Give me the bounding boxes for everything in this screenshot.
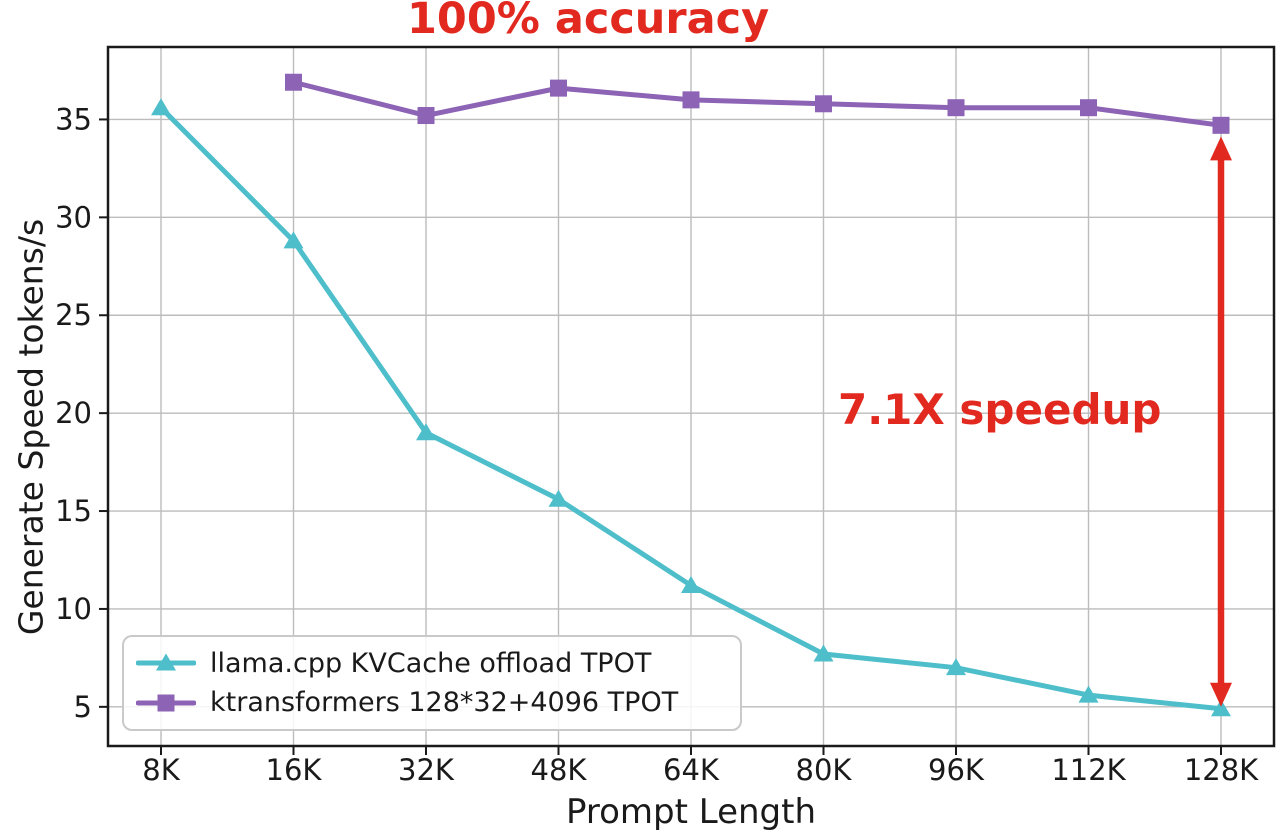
y-tick-label-20: 20	[55, 396, 92, 430]
x-axis-label: Prompt Length	[565, 792, 817, 832]
legend-label: ktransformers 128*32+4096 TPOT	[210, 687, 679, 719]
data-point-1-48K	[550, 79, 567, 97]
x-tick-label-48K: 48K	[531, 753, 588, 787]
y-tick-label-25: 25	[55, 298, 92, 332]
x-tick-label-80K: 80K	[796, 753, 853, 787]
legend-swatch-triangle-icon	[136, 653, 196, 671]
y-tick-label-35: 35	[55, 102, 92, 136]
y-axis-label: Generate Speed tokens/s	[11, 218, 51, 636]
axes-frame	[106, 45, 1276, 748]
x-tick-label-112K: 112K	[1051, 753, 1126, 787]
x-tick-label-96K: 96K	[928, 753, 985, 787]
data-point-1-128K	[1212, 116, 1230, 134]
legend-swatch-square-icon	[136, 694, 196, 712]
data-point-1-32K	[417, 107, 435, 125]
x-tick-label-128K: 128K	[1184, 753, 1259, 787]
y-tick-label-5: 5	[74, 690, 92, 724]
series-line-1	[291, 79, 1224, 128]
data-point-0-112K	[1078, 685, 1099, 703]
data-point-0-8K	[151, 98, 171, 116]
speedup-arrow-head-down-icon	[1210, 682, 1232, 707]
x-tick-label-64K: 64K	[663, 753, 720, 787]
data-point-0-48K	[548, 489, 569, 507]
x-tick-label-8K: 8K	[142, 753, 180, 787]
data-point-1-64K	[682, 91, 700, 109]
x-tick-label-16K: 16K	[266, 753, 323, 787]
data-point-0-32K	[416, 423, 436, 441]
legend-marker-1	[157, 694, 175, 712]
data-point-1-80K	[815, 95, 832, 113]
speedup-arrow-head-up-icon	[1210, 136, 1232, 161]
x-tick-label-32K: 32K	[398, 753, 455, 787]
legend-marker-0	[156, 653, 176, 671]
legend-label: llama.cpp KVCache offload TPOT	[210, 647, 652, 679]
data-point-0-96K	[946, 658, 966, 676]
data-point-0-80K	[813, 644, 834, 662]
speedup-annotation: 7.1X speedup	[838, 385, 1162, 434]
legend: llama.cpp KVCache offload TPOT ktransfor…	[122, 635, 742, 731]
data-point-0-64K	[681, 575, 701, 593]
y-tick-label-10: 10	[55, 592, 92, 626]
data-point-0-128K	[1211, 699, 1231, 717]
y-tick-label-15: 15	[55, 494, 92, 528]
chart-title: 100% accuracy	[407, 0, 770, 44]
y-tick-label-30: 30	[55, 200, 92, 234]
legend-item-ktransformers: ktransformers 128*32+4096 TPOT	[124, 687, 740, 718]
data-point-0-16K	[283, 231, 304, 249]
legend-item-llama-cpp: llama.cpp KVCache offload TPOT	[124, 648, 740, 679]
data-point-1-16K	[285, 73, 302, 91]
data-point-1-112K	[1080, 99, 1097, 117]
data-point-1-96K	[947, 99, 965, 117]
